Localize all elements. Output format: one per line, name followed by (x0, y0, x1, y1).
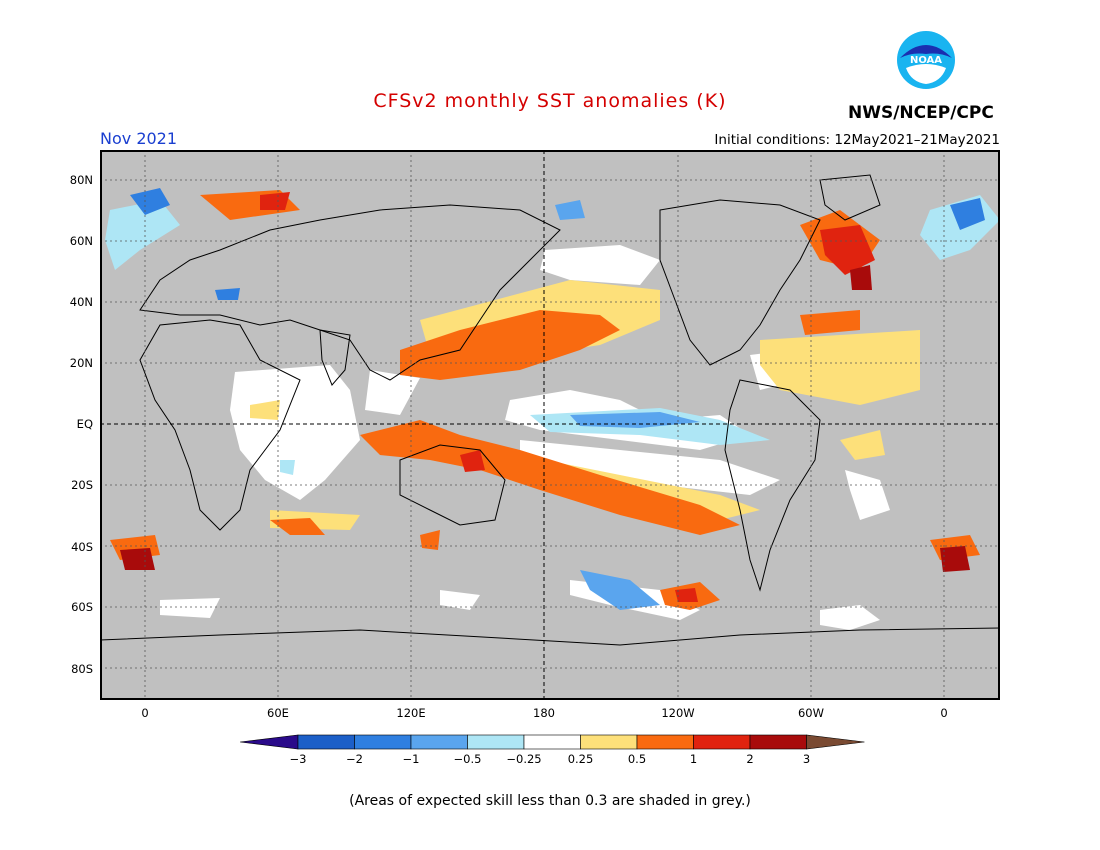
colorbar-swatch (749, 734, 807, 750)
map-frame (100, 150, 1000, 700)
lon-label-60e: 60E (267, 706, 289, 720)
colorbar-swatch (467, 734, 525, 750)
lat-label-20n: 20N (69, 356, 93, 370)
colorbar-swatch (523, 734, 581, 750)
lat-label-40n: 40N (69, 295, 93, 309)
colorbar-swatch (354, 734, 412, 750)
colorbar-swatch (297, 734, 355, 750)
colorbar-swatch (410, 734, 468, 750)
lon-label-0-east: 0 (940, 706, 948, 720)
equator-and-dateline (100, 150, 1000, 700)
colorbar-arrow-high (806, 734, 865, 750)
colorbar-tick-label: −0.25 (506, 752, 542, 766)
colorbar-arrow-low (240, 734, 299, 750)
lat-lon-grid (100, 150, 1000, 700)
page-title: CFSv2 monthly SST anomalies (K) (373, 90, 727, 112)
colorbar-tick-label: 0.5 (627, 752, 647, 766)
lon-label-0-west: 0 (141, 706, 149, 720)
lat-label-20s: 20S (71, 478, 93, 492)
lat-label-40s: 40S (71, 540, 93, 554)
initial-conditions: Initial conditions: 12May2021–21May2021 (714, 132, 1000, 148)
colorbar-tick-label: 3 (802, 752, 811, 766)
strong-positive-anomaly-regions (120, 192, 970, 602)
lon-label-120e: 120E (396, 706, 426, 720)
colorbar-tick-label: −3 (289, 752, 307, 766)
agency-label: NWS/NCEP/CPC (848, 103, 994, 123)
colorbar-tick-label: 0.25 (567, 752, 594, 766)
colorbar-tick-label: −2 (346, 752, 363, 766)
sst-anomaly-map (100, 150, 1000, 700)
lon-label-180: 180 (533, 706, 555, 720)
svg-text:NOAA: NOAA (910, 55, 942, 66)
lat-label-eq: EQ (76, 417, 93, 431)
lon-label-120w: 120W (661, 706, 695, 720)
colorbar (240, 734, 865, 750)
lon-label-60w: 60W (797, 706, 824, 720)
colorbar-tick-label: 2 (746, 752, 754, 766)
colorbar-tick-label: −1 (402, 752, 420, 766)
lat-label-80n: 80N (69, 173, 93, 187)
continent-outlines (100, 174, 1000, 646)
colorbar-swatch (636, 734, 694, 750)
colorbar-tick-label: −0.5 (453, 752, 482, 766)
noaa-logo: NOAA (897, 31, 955, 89)
forecast-month: Nov 2021 (100, 129, 178, 148)
lat-label-80s: 80S (71, 662, 93, 676)
lat-label-60s: 60S (71, 600, 93, 614)
footnote: (Areas of expected skill less than 0.3 a… (349, 793, 751, 809)
negative-anomaly-regions (105, 188, 1000, 610)
colorbar-swatch (580, 734, 638, 750)
colorbar-swatch (693, 734, 751, 750)
colorbar-tick-label: 1 (689, 752, 698, 766)
lat-label-60n: 60N (69, 234, 93, 248)
